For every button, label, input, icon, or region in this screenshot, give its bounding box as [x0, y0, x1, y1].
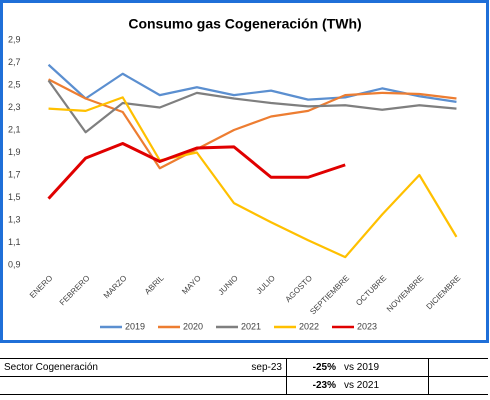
- series-line: [48, 78, 457, 170]
- y-tick-label: 1,5: [8, 192, 21, 202]
- cell: [428, 358, 488, 377]
- legend-label: 2020: [183, 321, 203, 331]
- y-tick-label: 2,9: [8, 34, 21, 44]
- y-tick-label: 1,7: [8, 169, 21, 179]
- cell: [0, 376, 238, 395]
- series-line: [47, 79, 457, 134]
- cell: sep-23: [238, 358, 287, 377]
- y-tick-label: 2,5: [8, 79, 21, 89]
- row: -23% vs 2021: [0, 376, 488, 395]
- chart-frame: [0, 0, 489, 343]
- y-tick-label: 1,1: [8, 237, 21, 247]
- cell: vs 2019: [340, 358, 429, 377]
- y-tick-label: 2,1: [8, 124, 21, 134]
- y-tick-label: 0,9: [8, 259, 21, 269]
- series-line: [48, 96, 458, 259]
- cell: vs 2021: [340, 376, 429, 395]
- series-line: [47, 142, 346, 200]
- chart: Consumo gas Cogeneración (TWh) 0,9 1,1 1,3…: [0, 0, 489, 343]
- y-tick-label: 1,9: [8, 147, 21, 157]
- legend-label: 2023: [357, 321, 377, 331]
- y-tick-label: 1,3: [8, 214, 21, 224]
- cell: [238, 376, 287, 395]
- row: Sector Cogeneración sep-23 -25% vs 2019: [0, 358, 488, 377]
- series-line: [47, 63, 457, 103]
- summary-table: Sector Cogeneración sep-23 -25% vs 2019 …: [0, 358, 488, 395]
- cell: -25%: [286, 358, 340, 377]
- legend-label: 2021: [241, 321, 261, 331]
- cell: -23%: [286, 376, 340, 395]
- chart-title: Consumo gas Cogeneración (TWh): [128, 16, 361, 32]
- cell: Sector Cogeneración: [0, 358, 238, 377]
- y-tick-label: 2,3: [8, 102, 21, 112]
- legend-label: 2022: [299, 321, 319, 331]
- cell: [428, 376, 488, 395]
- legend-label: 2019: [125, 321, 145, 331]
- y-tick-label: 2,7: [8, 57, 21, 67]
